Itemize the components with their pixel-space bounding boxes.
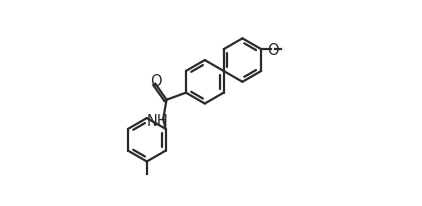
Text: O: O (268, 42, 279, 57)
Text: NH: NH (147, 113, 169, 128)
Text: O: O (151, 74, 162, 89)
